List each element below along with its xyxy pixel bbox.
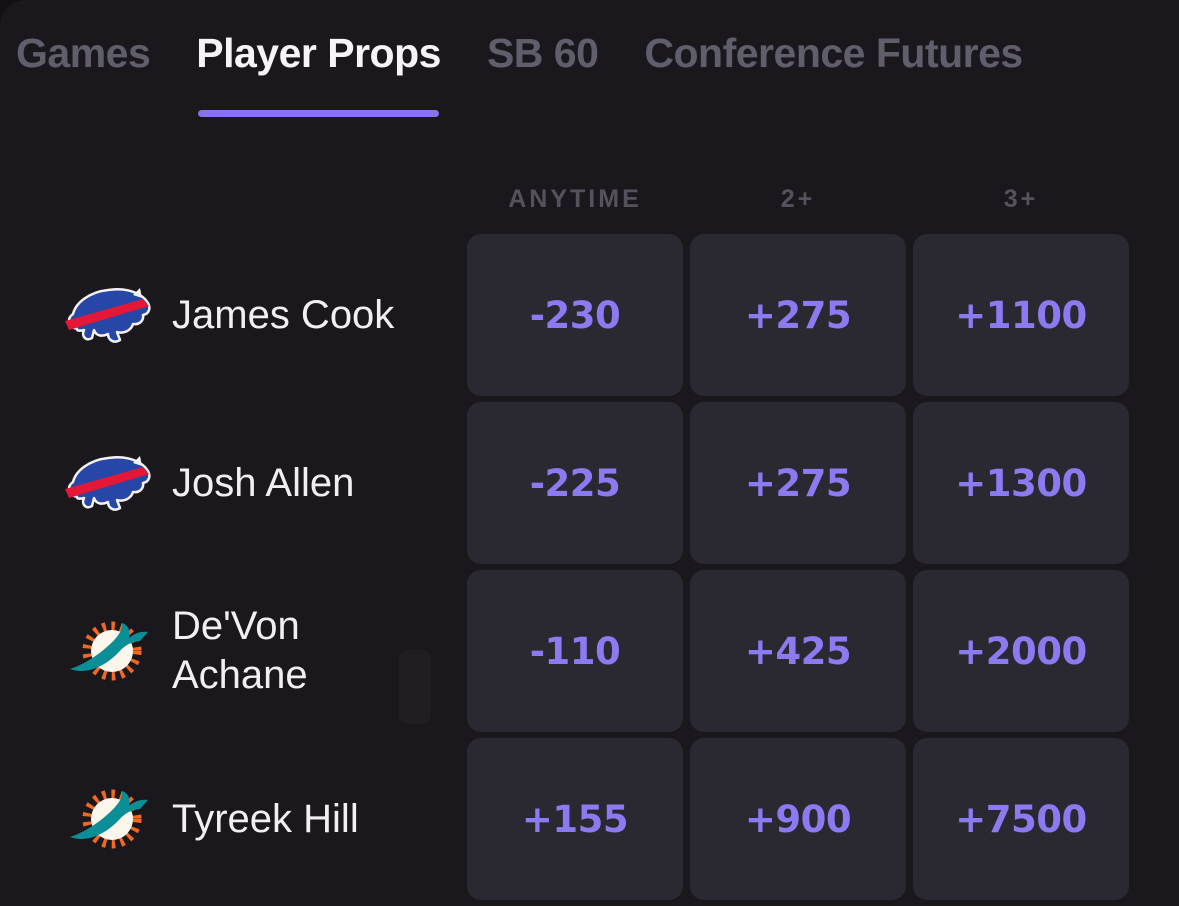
odds-button-allen-anytime[interactable]: -225 [467, 402, 683, 564]
odds-button-achane-2plus[interactable]: +425 [690, 570, 906, 732]
player-name: De'Von Achane [172, 604, 308, 697]
table-row-player: Josh Allen [0, 402, 460, 564]
tab-games[interactable]: Games [16, 30, 151, 117]
tab-bar: Games Player Props SB 60 Conference Futu… [0, 0, 1179, 117]
tab-conference-futures-label: Conference Futures [644, 30, 1023, 76]
active-tab-underline [198, 110, 439, 117]
tab-sb-60[interactable]: SB 60 [486, 30, 599, 117]
table-row-player: Tyreek Hill [0, 738, 460, 900]
miami-dolphins-logo-icon [62, 781, 158, 857]
odds-button-cook-anytime[interactable]: -230 [467, 234, 683, 396]
player-name: Josh Allen [172, 460, 355, 505]
scrollbar-thumb[interactable] [399, 650, 431, 724]
column-header-2plus: 2+ [780, 184, 816, 213]
miami-dolphins-logo-icon [62, 613, 158, 689]
tab-player-props-label: Player Props [196, 30, 441, 76]
odds-button-achane-3plus[interactable]: +2000 [913, 570, 1129, 732]
column-header-3plus: 3+ [1003, 184, 1039, 213]
player-name: Tyreek Hill [172, 796, 359, 841]
player-name: James Cook [172, 292, 395, 337]
odds-button-allen-3plus[interactable]: +1300 [913, 402, 1129, 564]
odds-button-hill-3plus[interactable]: +7500 [913, 738, 1129, 900]
odds-button-hill-anytime[interactable]: +155 [467, 738, 683, 900]
tab-games-label: Games [16, 30, 151, 76]
odds-button-cook-2plus[interactable]: +275 [690, 234, 906, 396]
odds-button-allen-2plus[interactable]: +275 [690, 402, 906, 564]
column-header-anytime: ANYTIME [508, 184, 642, 213]
table-row-player: James Cook [0, 234, 460, 396]
player-props-table: ANYTIME 2+ 3+ James Cook -230 +275 +1100 [0, 170, 1129, 900]
buffalo-bills-logo-icon [62, 283, 158, 347]
odds-button-cook-3plus[interactable]: +1100 [913, 234, 1129, 396]
odds-button-hill-2plus[interactable]: +900 [690, 738, 906, 900]
buffalo-bills-logo-icon [62, 451, 158, 515]
tab-conference-futures[interactable]: Conference Futures [644, 30, 1023, 117]
tab-sb-60-label: SB 60 [486, 30, 599, 76]
header-spacer [0, 170, 460, 228]
table-row-player: De'Von Achane [0, 570, 460, 732]
tab-player-props[interactable]: Player Props [196, 30, 441, 117]
odds-button-achane-anytime[interactable]: -110 [467, 570, 683, 732]
